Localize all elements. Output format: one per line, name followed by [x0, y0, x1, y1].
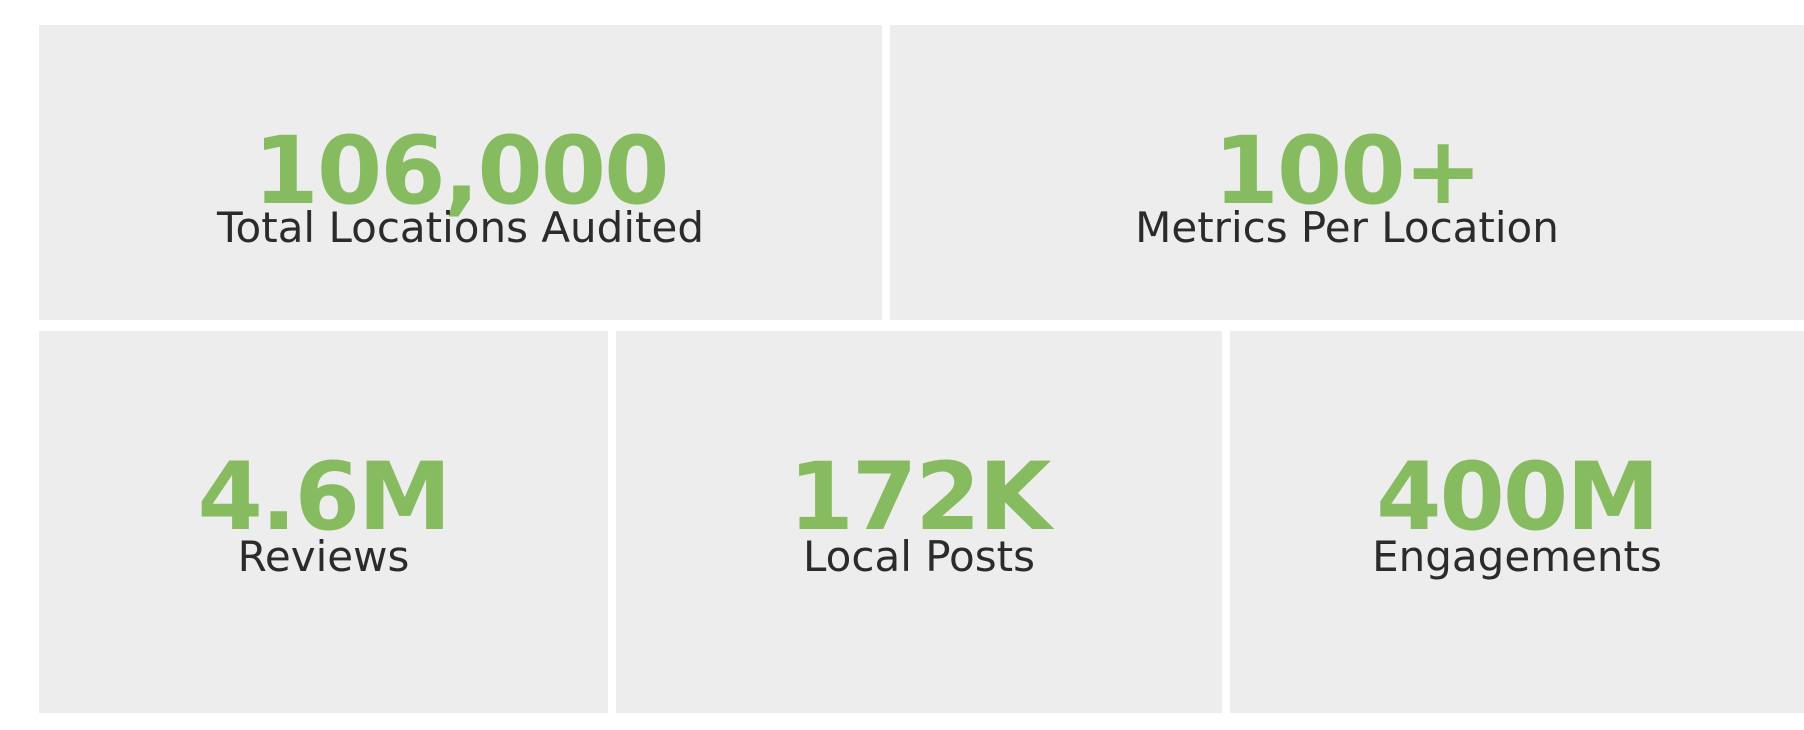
stat-tile-posts: 172K Local Posts [616, 331, 1222, 713]
stat-label: Engagements [1372, 532, 1662, 581]
stat-value: 106,000 [253, 117, 669, 226]
stat-tile-reviews: 4.6M Reviews [39, 331, 608, 713]
stat-label: Local Posts [803, 532, 1035, 581]
stat-label: Total Locations Audited [217, 203, 704, 252]
stat-value: 172K [788, 443, 1051, 552]
stat-value: 4.6M [197, 443, 451, 552]
stat-value: 100+ [1213, 117, 1483, 226]
stat-tile-locations: 106,000 Total Locations Audited [39, 25, 882, 320]
stat-value: 400M [1376, 443, 1660, 552]
stat-tile-engagements: 400M Engagements [1230, 331, 1804, 713]
stat-label: Metrics Per Location [1135, 203, 1559, 252]
stat-tile-metrics: 100+ Metrics Per Location [890, 25, 1804, 320]
stat-label: Reviews [237, 532, 410, 581]
